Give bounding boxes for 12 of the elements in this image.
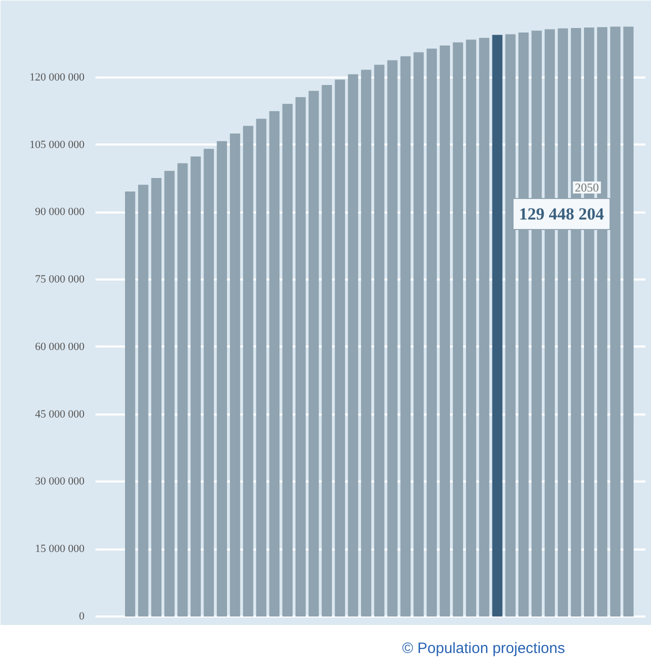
annotation: 2050 <box>574 180 599 194</box>
y-tick-label: 60 000 000 <box>35 340 85 353</box>
y-tick-label: 15 000 000 <box>35 543 85 556</box>
y-tick-label: 105 000 000 <box>30 138 85 151</box>
text: © Population projections <box>401 639 565 659</box>
y-tick-label: 45 000 000 <box>35 408 85 420</box>
annotation: 129 448 204 <box>519 204 605 224</box>
y-tick-label: 90 000 000 <box>35 206 85 218</box>
y-tick-label: 0 <box>79 610 85 623</box>
y-tick-label: 30 000 000 <box>35 476 85 488</box>
y-tick-label: 120 000 000 <box>30 71 85 84</box>
y-tick-label: 75 000 000 <box>35 274 85 286</box>
